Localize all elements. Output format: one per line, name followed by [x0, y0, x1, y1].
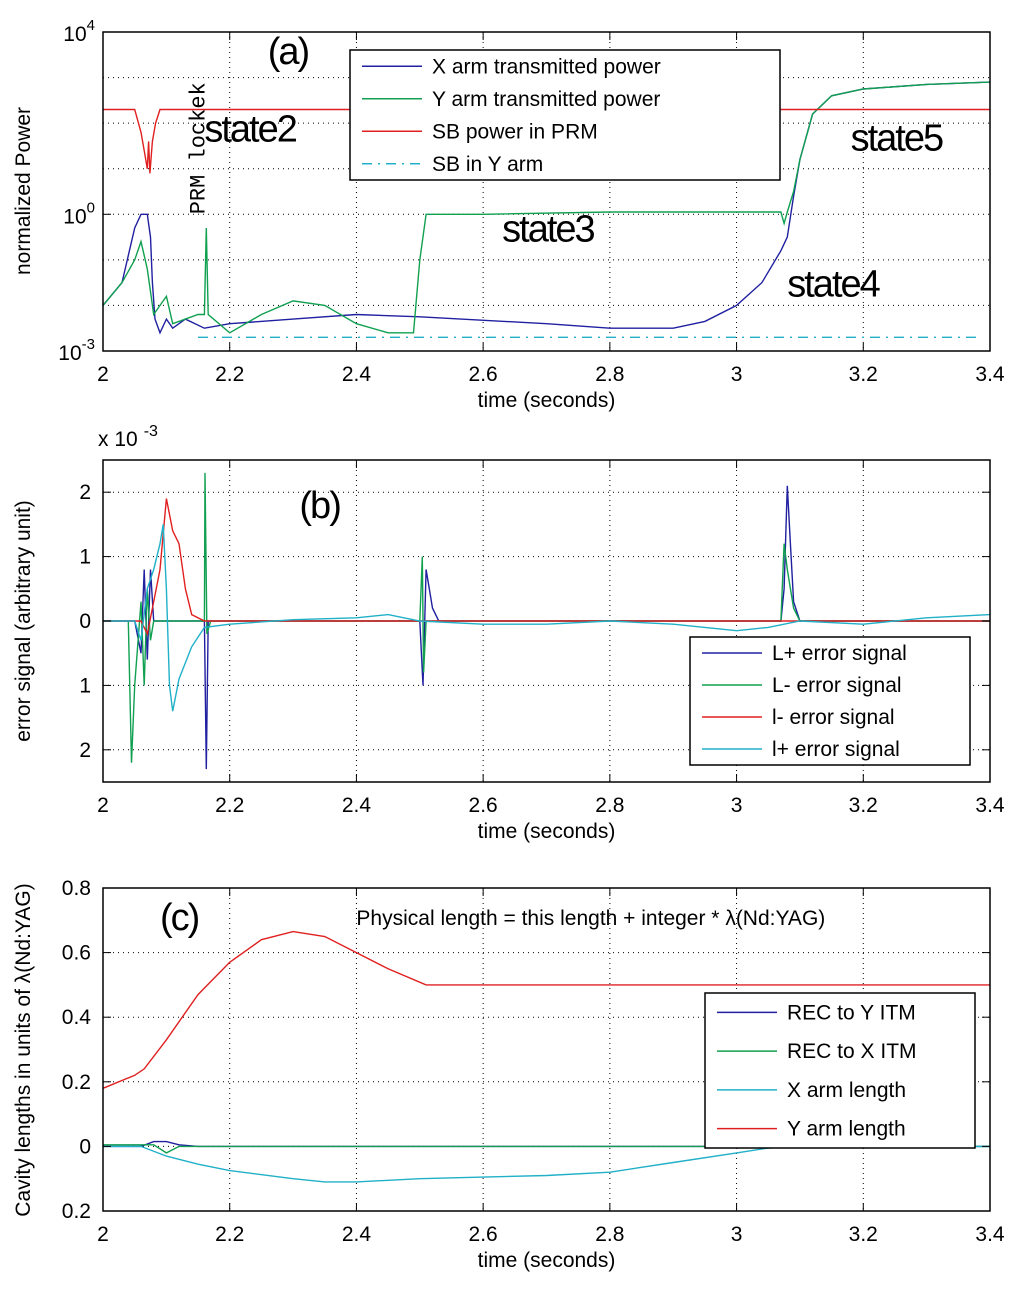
x-axis-label: time (seconds)	[478, 1249, 616, 1272]
annotation-4: state5	[851, 117, 943, 159]
x-tick-label: 2.8	[595, 363, 624, 386]
y-tick-label: 1	[79, 674, 91, 697]
x-tick-label: 2.8	[595, 1223, 624, 1246]
legend-label-0: REC to Y ITM	[787, 1001, 916, 1024]
y-tick-label: 0	[79, 610, 91, 633]
panel-b: 2 2.2 2.4 2.6 2.8 3 3.2 3.4 2 1 0 1 2 time (seconds) e…	[12, 423, 1005, 843]
series	[102, 930, 990, 1183]
y-tick-label: 2	[79, 739, 91, 762]
legend: L+ error signal L- error signal l- error s…	[689, 636, 971, 766]
series	[103, 472, 991, 770]
annotation-2: state3	[502, 209, 594, 251]
x-tick-label: 2.2	[215, 1223, 244, 1246]
x-tick-label: 2	[97, 363, 109, 386]
legend-label-3: Y arm length	[787, 1118, 906, 1141]
y-tick-label: 0.6	[62, 942, 91, 965]
series-line-2	[103, 1145, 990, 1183]
legend-label-3: SB in Y arm	[432, 153, 543, 176]
x-tick-label: 2.2	[215, 363, 244, 386]
x-tick-label: 2.4	[342, 1223, 372, 1246]
x-tick-label: 2.8	[595, 794, 624, 817]
y-tick-label: 1	[79, 546, 91, 569]
x-axis-label: time (seconds)	[478, 820, 616, 843]
legend-label-2: X arm length	[787, 1079, 906, 1102]
legend-label-1: L- error signal	[772, 674, 902, 697]
legend: REC to Y ITM REC to X ITM X arm length Y ar…	[704, 992, 976, 1149]
legend: X arm transmitted power Y arm transmitted…	[349, 49, 781, 181]
y-tick-label: 0.2	[62, 1200, 91, 1223]
y-tick-label: 0.2	[62, 1071, 91, 1094]
x-tick-label: 2	[97, 1223, 109, 1246]
y-tick-label: 0	[79, 1135, 91, 1158]
y-multiplier: x 10 -3	[98, 423, 158, 451]
x-tick-label: 3.4	[975, 363, 1005, 386]
series-line-1	[103, 1144, 990, 1154]
y-tick-label: 0.4	[62, 1006, 92, 1029]
legend-label-0: X arm transmitted power	[432, 55, 661, 78]
x-tick-label: 2.2	[215, 794, 244, 817]
plot-frame	[102, 31, 991, 352]
y-tick-label: 2	[79, 481, 91, 504]
x-tick-label: 2.6	[469, 363, 498, 386]
y-tick-label: 104	[63, 17, 95, 46]
series-line-1	[103, 472, 990, 763]
x-axis-label: time (seconds)	[478, 389, 616, 412]
series-line-1	[102, 81, 991, 334]
panel-a: 2 2.2 2.4 2.6 2.8 3 3.2 3.4 10-3 100 104 time (seco…	[12, 17, 1005, 412]
x-tick-label: 2.4	[342, 363, 372, 386]
x-tick-label: 3	[731, 794, 743, 817]
y-axis-label: Cavity lengths in units of λ(Nd:YAG)	[12, 883, 35, 1216]
legend-label-1: REC to X ITM	[787, 1040, 917, 1063]
legend-box	[689, 636, 971, 766]
x-tick-label: 3.2	[849, 794, 878, 817]
series-line-2	[103, 498, 990, 637]
series-line-3	[102, 930, 990, 1089]
legend-label-3: l+ error signal	[772, 738, 900, 761]
y-tick-label: 0.8	[62, 877, 91, 900]
x-tick-label: 3.4	[975, 794, 1005, 817]
panel-c: 2 2.2 2.4 2.6 2.8 3 3.2 3.4 0.8 0.6 0.4 0.2 0 0.2 time…	[12, 877, 1005, 1272]
x-tick-label: 3	[731, 363, 743, 386]
x-tick-label: 2	[97, 794, 109, 817]
legend-box	[349, 49, 781, 181]
legend-label-2: l- error signal	[772, 706, 895, 729]
x-tick-label: 2.6	[469, 794, 498, 817]
annotation-0: (c)	[160, 897, 199, 939]
series-line-3	[103, 524, 991, 712]
y-tick-label: 100	[63, 199, 95, 228]
annotation-1: state2	[204, 108, 296, 150]
legend-box	[704, 992, 976, 1149]
legend-label-0: L+ error signal	[772, 642, 907, 665]
annotation-prm-lockek: PRM lockek	[186, 82, 211, 214]
annotation-3: state4	[787, 263, 880, 305]
annotation-physical-length: Physical length = this length + integer …	[356, 907, 825, 930]
x-tick-label: 2.4	[342, 794, 372, 817]
annotation-0: (b)	[299, 485, 340, 527]
y-axis-label: error signal (arbitrary unit)	[12, 500, 35, 742]
legend-label-1: Y arm transmitted power	[432, 88, 660, 111]
x-tick-label: 3	[731, 1223, 743, 1246]
x-tick-label: 3.2	[849, 1223, 878, 1246]
x-tick-label: 3.2	[849, 363, 878, 386]
plot-frame	[102, 887, 991, 1212]
y-axis-label: normalized Power	[12, 107, 35, 275]
x-tick-label: 2.6	[469, 1223, 498, 1246]
y-tick-label: 10-3	[58, 336, 95, 365]
legend-label-2: SB power in PRM	[432, 120, 598, 143]
annotation-0: (a)	[268, 31, 309, 73]
x-tick-label: 3.4	[975, 1223, 1005, 1246]
